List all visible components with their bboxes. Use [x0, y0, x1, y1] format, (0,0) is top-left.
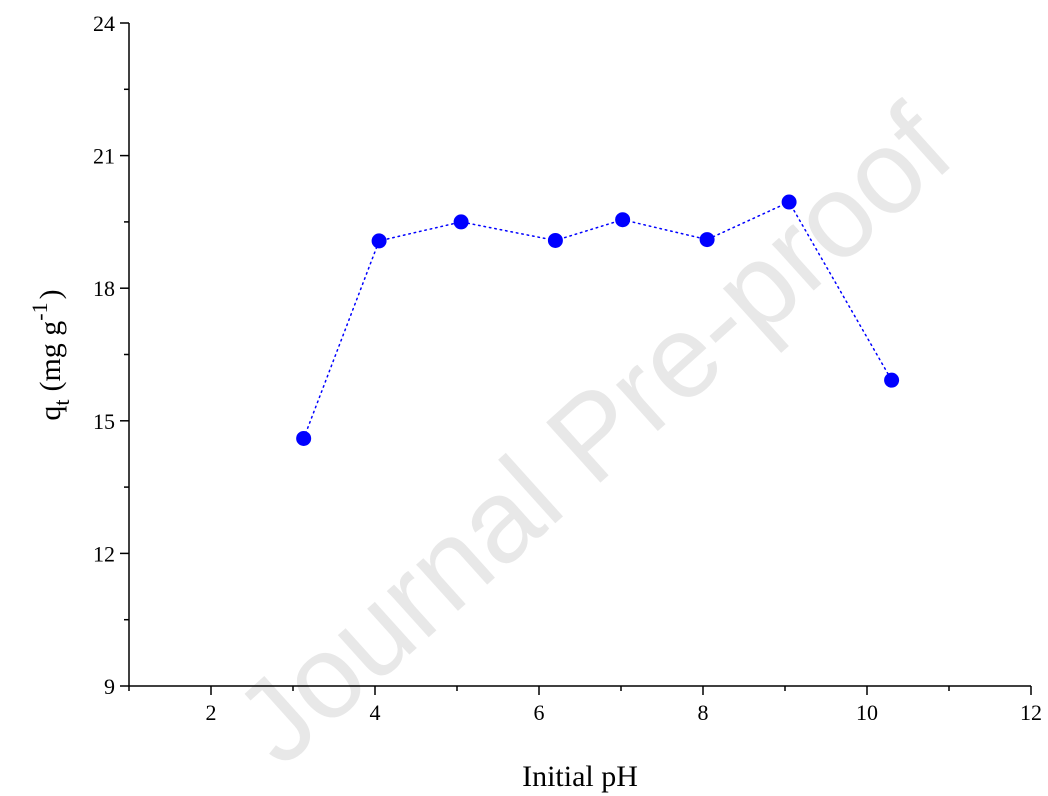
data-point	[371, 233, 387, 249]
data-point	[699, 232, 715, 248]
x-tick-label: 10	[856, 700, 878, 725]
x-tick-label: 8	[698, 700, 709, 725]
data-point	[547, 232, 563, 248]
data-point	[781, 194, 797, 210]
y-axis-title-close: )	[34, 289, 67, 299]
x-tick-label: 6	[534, 700, 545, 725]
series-line	[302, 201, 893, 440]
y-tick-label: 15	[93, 409, 115, 434]
data-point	[296, 430, 312, 446]
x-axis-title: Initial pH	[522, 760, 638, 793]
x-tick-label: 2	[206, 700, 217, 725]
y-axis-title: qt (mg g-1)	[27, 289, 74, 420]
watermark-text: Journal Pre-proof	[210, 81, 976, 789]
y-axis-title-unit: (mg g	[34, 321, 67, 392]
y-tick-label: 21	[93, 144, 115, 169]
y-tick-label: 18	[93, 276, 115, 301]
data-point	[453, 214, 469, 230]
data-point	[884, 372, 900, 388]
x-tick-label: 4	[370, 700, 381, 725]
y-tick-label: 12	[93, 541, 115, 566]
y-axis-title-sup: -1	[27, 302, 52, 320]
x-tick-label: 12	[1020, 700, 1042, 725]
y-axis-title-sub: t	[49, 400, 74, 406]
data-point	[615, 212, 631, 228]
y-tick-label: 24	[93, 11, 115, 36]
y-tick-label: 9	[104, 674, 115, 699]
y-axis-title-main: q	[34, 406, 67, 421]
